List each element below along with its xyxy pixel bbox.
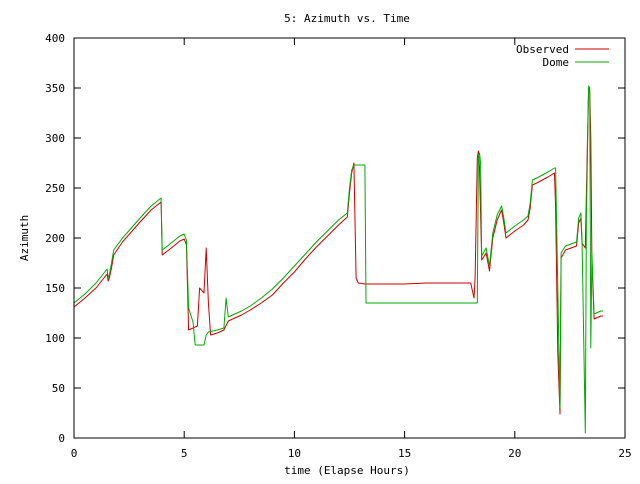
x-tick-label: 5 (181, 447, 188, 460)
plot-area: 0 50 100 150 200 250 300 350 400 0 5 10 15 20 25 Observ… (45, 32, 632, 460)
x-axis-label: time (Elapse Hours) (284, 464, 410, 477)
y-axis-label: Azimuth (18, 215, 31, 261)
y-tick-label: 350 (45, 82, 65, 95)
chart-title: 5: Azimuth vs. Time (284, 12, 410, 25)
x-tick-label: 10 (288, 447, 301, 460)
y-tick-label: 100 (45, 332, 65, 345)
series-line-dome (73, 85, 603, 434)
x-tick-label: 0 (71, 447, 78, 460)
y-tick-label: 150 (45, 282, 65, 295)
y-tick-label: 50 (52, 382, 65, 395)
y-tick-label: 200 (45, 232, 65, 245)
y-tick-label: 0 (58, 432, 65, 445)
x-tick-label: 15 (398, 447, 411, 460)
plot-border (73, 37, 626, 439)
x-tick-label: 20 (508, 447, 521, 460)
x-tick-label: 25 (618, 447, 631, 460)
legend-label-dome: Dome (543, 56, 570, 69)
y-tick-label: 400 (45, 32, 65, 45)
legend-label-observed: Observed (516, 43, 569, 56)
series-line-observed (73, 87, 603, 415)
y-tick-label: 300 (45, 132, 65, 145)
y-tick-label: 250 (45, 182, 65, 195)
